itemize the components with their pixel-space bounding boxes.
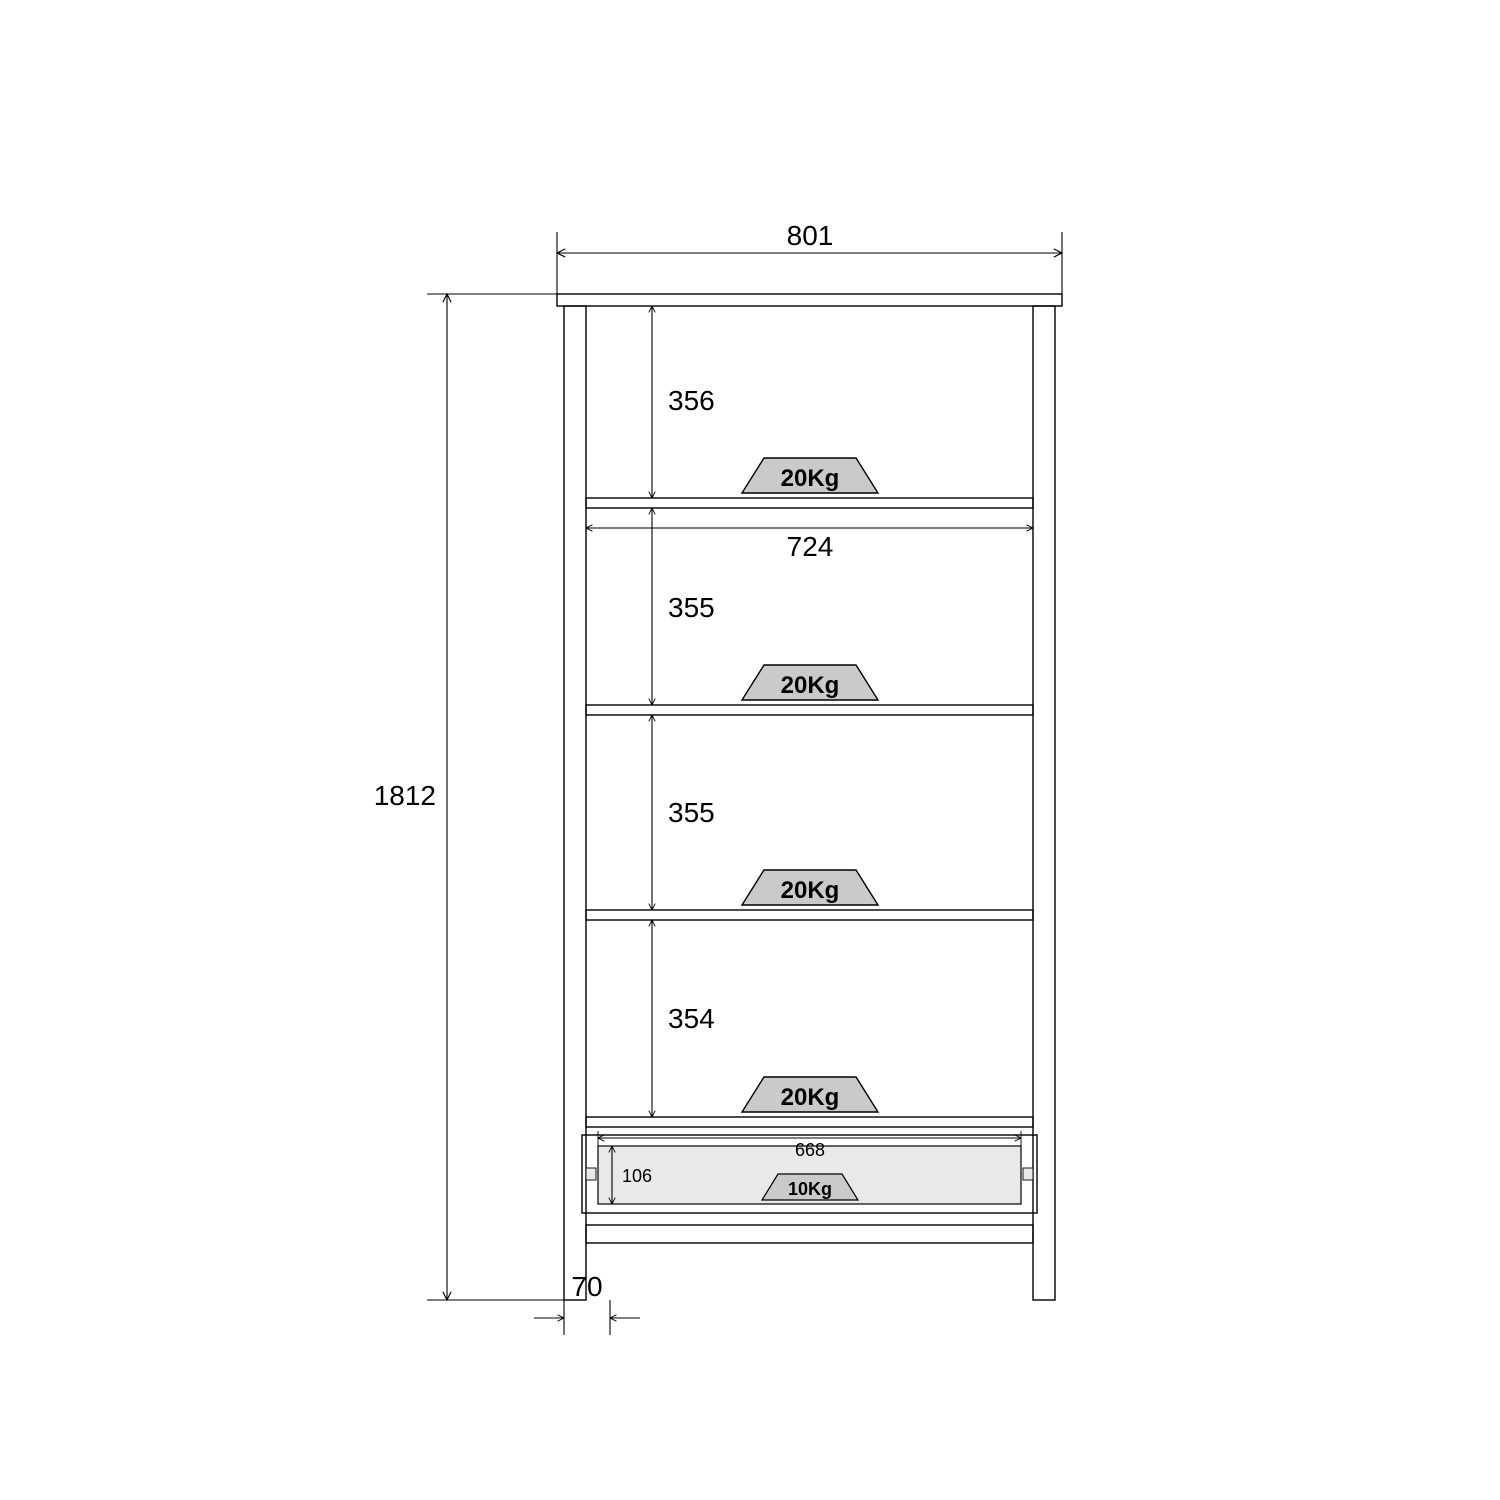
dim-label-top-width: 801 <box>787 220 834 251</box>
dim-label-leg-width: 70 <box>571 1271 602 1302</box>
furniture-dimension-diagram: 20Kg 20Kg 20Kg 20Kg 10Kg 801 <box>0 0 1500 1500</box>
weight-label-1: 20Kg <box>781 465 840 492</box>
dim-label-interior-width: 724 <box>787 531 834 562</box>
dim-leg-width: 70 <box>534 1271 640 1335</box>
shelf-3 <box>586 910 1033 920</box>
weight-label-3: 20Kg <box>781 877 840 904</box>
weight-badge-2: 20Kg <box>742 665 878 700</box>
weight-badge-4: 20Kg <box>742 1077 878 1112</box>
dim-label-drawer-width: 668 <box>795 1140 825 1160</box>
weight-badge-drawer: 10Kg <box>762 1174 858 1200</box>
weight-label-2: 20Kg <box>781 672 840 699</box>
dim-label-gap-4: 354 <box>668 1003 715 1034</box>
dim-label-gap-2: 355 <box>668 592 715 623</box>
dim-shelf-gaps: 356 355 355 354 <box>620 306 715 1117</box>
dim-top-width: 801 <box>557 220 1062 294</box>
dim-label-gap-3: 355 <box>668 797 715 828</box>
dim-interior-width: 724 <box>586 528 1033 562</box>
shelf-2 <box>586 705 1033 715</box>
bottom-rail <box>586 1225 1033 1243</box>
dim-label-total-height: 1812 <box>374 780 436 811</box>
dim-total-height: 1812 <box>374 294 564 1300</box>
shelf-1 <box>586 498 1033 508</box>
weight-label-drawer: 10Kg <box>788 1179 832 1199</box>
shelf-4 <box>586 1117 1033 1127</box>
weight-label-4: 20Kg <box>781 1084 840 1111</box>
dim-label-drawer-height: 106 <box>622 1166 652 1186</box>
weight-badges: 20Kg 20Kg 20Kg 20Kg 10Kg <box>742 458 878 1200</box>
weight-badge-3: 20Kg <box>742 870 878 905</box>
dim-label-gap-1: 356 <box>668 385 715 416</box>
weight-badge-1: 20Kg <box>742 458 878 493</box>
